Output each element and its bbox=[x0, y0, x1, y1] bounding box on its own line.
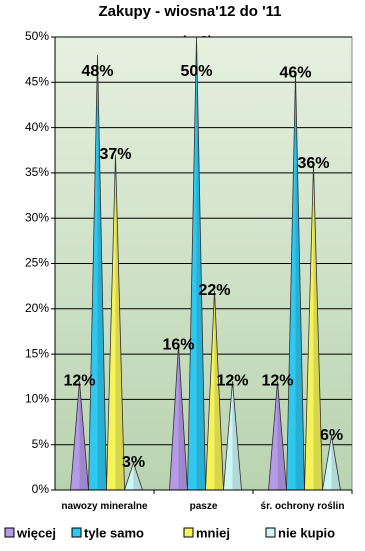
cone-shade bbox=[214, 290, 224, 490]
cone-shade bbox=[331, 435, 341, 490]
x-tick-label-box: nawozy mineralne bbox=[61, 501, 148, 512]
y-tick-label: 25% bbox=[25, 256, 49, 270]
legend-swatch bbox=[4, 527, 15, 538]
cone-shade bbox=[196, 37, 206, 490]
cone-shade bbox=[232, 381, 242, 490]
cone-shade bbox=[178, 345, 188, 490]
y-tick-label: 10% bbox=[25, 392, 49, 406]
y-tick-label: 0% bbox=[32, 482, 50, 496]
chart-title: Zakupy - wiosna'12 do '11 bbox=[98, 3, 281, 20]
value-label: 3% bbox=[122, 454, 145, 471]
cone-shade bbox=[115, 154, 125, 490]
value-label: 6% bbox=[320, 427, 343, 444]
x-tick-label: śr. ochrony roślin bbox=[260, 501, 345, 512]
cone-shade bbox=[79, 381, 89, 490]
value-label: 22% bbox=[198, 282, 230, 299]
legend-swatch bbox=[265, 527, 276, 538]
value-label: 48% bbox=[81, 63, 113, 80]
value-label: 50% bbox=[180, 63, 212, 80]
value-label: 12% bbox=[261, 372, 293, 389]
y-tick-label: 50% bbox=[25, 29, 49, 43]
x-tick-label-box: śr. ochrony roślin bbox=[260, 501, 345, 512]
x-tick-label: pasze bbox=[189, 501, 218, 512]
cone-shade bbox=[313, 163, 323, 490]
cone-shade bbox=[133, 462, 143, 490]
cone-shade bbox=[97, 55, 107, 491]
value-label: 46% bbox=[279, 64, 311, 81]
y-tick-label: 20% bbox=[25, 301, 49, 315]
y-tick-label: 45% bbox=[25, 74, 49, 88]
y-tick-label: 15% bbox=[25, 346, 49, 360]
cone-shade bbox=[277, 381, 287, 490]
value-label: 12% bbox=[63, 372, 95, 389]
y-tick-label: 5% bbox=[32, 437, 50, 451]
y-tick-label: 40% bbox=[25, 120, 49, 134]
value-label: 37% bbox=[99, 146, 131, 163]
legend-label: nie kupio bbox=[278, 525, 335, 540]
value-label: 12% bbox=[216, 372, 248, 389]
legend-label: mniej bbox=[196, 525, 230, 540]
legend-swatch bbox=[183, 527, 194, 538]
legend-swatch bbox=[71, 527, 82, 538]
legend-label: więcej bbox=[16, 525, 56, 540]
cone-shade bbox=[295, 73, 305, 491]
y-tick-label: 30% bbox=[25, 210, 49, 224]
x-tick-label: nawozy mineralne bbox=[61, 501, 148, 512]
legend-label: tyle samo bbox=[84, 525, 144, 540]
y-tick-label: 35% bbox=[25, 165, 49, 179]
x-tick-label-box: pasze bbox=[189, 501, 218, 512]
value-label: 16% bbox=[162, 336, 194, 353]
value-label: 36% bbox=[297, 155, 329, 172]
